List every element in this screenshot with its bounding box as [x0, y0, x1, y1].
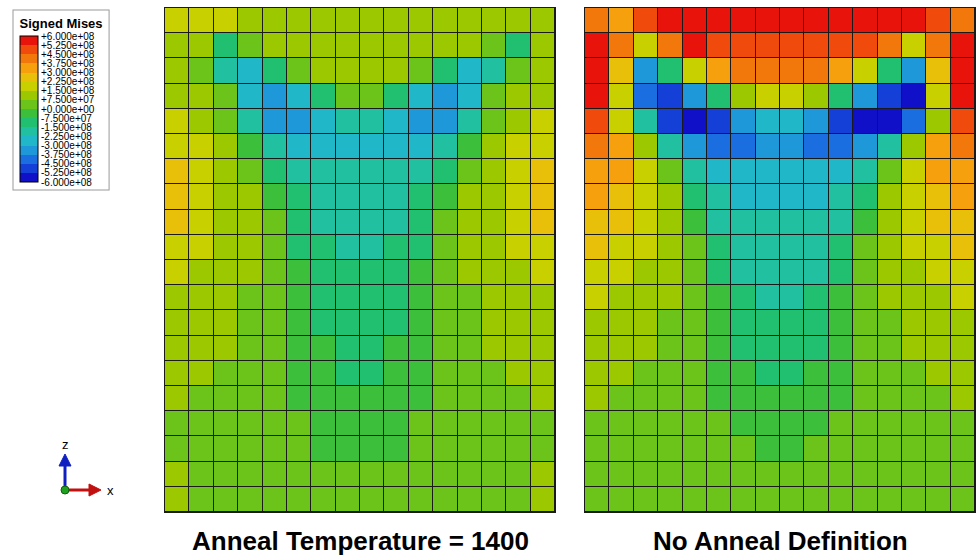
svg-text:-2.250e+08: -2.250e+08 [41, 131, 92, 142]
svg-text:-5.250e+08: -5.250e+08 [41, 167, 92, 178]
svg-text:No Anneal Definition: No Anneal Definition [653, 526, 908, 556]
svg-text:x: x [107, 483, 114, 498]
svg-text:+0.000e+00: +0.000e+00 [41, 104, 95, 115]
svg-text:+6.000e+08: +6.000e+08 [41, 31, 95, 42]
svg-text:-7.500e+07: -7.500e+07 [41, 113, 92, 124]
svg-text:+3.750e+08: +3.750e+08 [41, 58, 95, 69]
svg-text:+3.000e+08: +3.000e+08 [41, 67, 95, 78]
svg-text:-3.750e+08: -3.750e+08 [41, 149, 92, 160]
svg-text:+2.250e+08: +2.250e+08 [41, 76, 95, 87]
svg-text:Anneal Temperature = 1400: Anneal Temperature = 1400 [192, 526, 529, 556]
svg-text:+4.500e+08: +4.500e+08 [41, 49, 95, 60]
svg-text:Signed Mises: Signed Mises [20, 16, 103, 31]
svg-text:-3.000e+08: -3.000e+08 [41, 140, 92, 151]
svg-text:+1.500e+08: +1.500e+08 [41, 85, 95, 96]
svg-text:-1.500e+08: -1.500e+08 [41, 122, 92, 133]
svg-text:+5.250e+08: +5.250e+08 [41, 40, 95, 51]
svg-text:-4.500e+08: -4.500e+08 [41, 158, 92, 169]
svg-text:+7.500e+07: +7.500e+07 [41, 94, 95, 105]
svg-text:z: z [62, 437, 69, 452]
svg-text:-6.000e+08: -6.000e+08 [41, 177, 92, 188]
